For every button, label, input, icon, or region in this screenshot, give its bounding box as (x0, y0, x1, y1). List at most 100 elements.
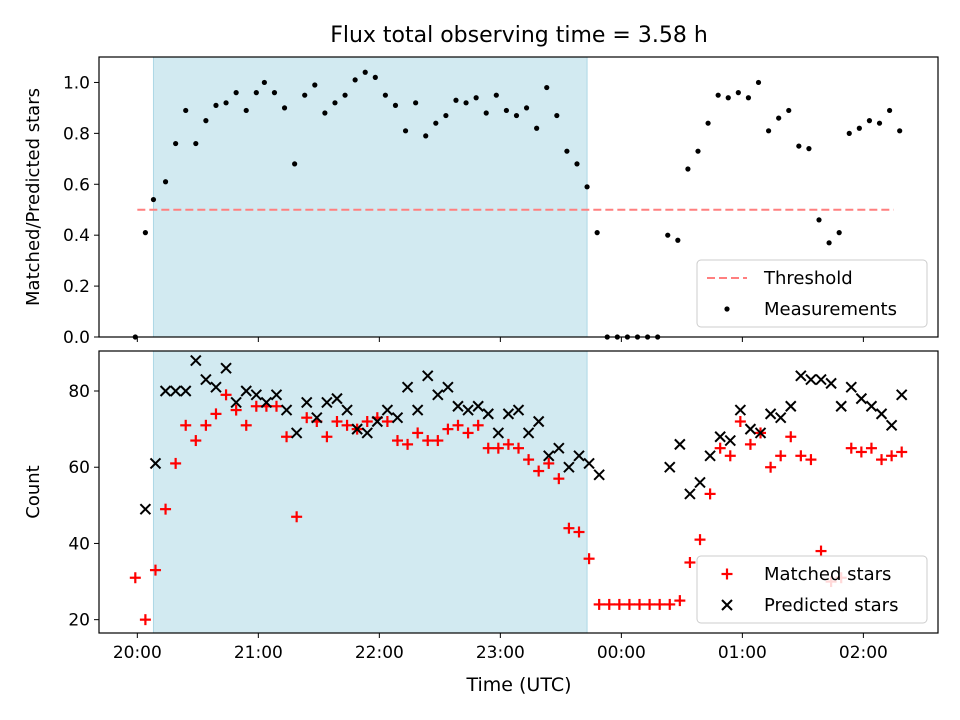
measurement-point (665, 232, 671, 238)
cross-b (573, 450, 585, 462)
predicted-star-point (875, 408, 888, 420)
predicted-star-point (865, 400, 878, 412)
matched-star-point (543, 457, 555, 469)
measurement-point (372, 74, 378, 80)
cross-b (361, 427, 373, 439)
predicted-star-point (159, 385, 172, 397)
cross-b (321, 396, 333, 409)
cross-b (482, 408, 494, 420)
cross-b (502, 408, 515, 420)
measurement-point (223, 100, 229, 106)
predicted-star-point (754, 427, 767, 439)
matched-star-point (139, 614, 151, 626)
measurement-point (253, 90, 259, 96)
predicted-star-point (684, 488, 696, 500)
predicted-star-point (442, 381, 454, 393)
cross-b (169, 385, 182, 397)
matched-star-point (855, 446, 867, 458)
predicted-star-point (331, 392, 343, 405)
cross-b (805, 373, 817, 386)
matched-star-point (432, 435, 444, 447)
matched-star-point (876, 454, 888, 466)
matched-star-point (341, 419, 353, 431)
matched-star-point (815, 545, 827, 557)
predicted-star-point (250, 389, 263, 401)
x-tick-label: 23:00 (476, 643, 525, 663)
cross-b (855, 392, 868, 405)
measurement-point (322, 110, 328, 116)
matched-star-point (331, 416, 343, 427)
cross-b (744, 423, 757, 435)
predicted-star-point (422, 370, 434, 382)
cross-b (472, 400, 484, 412)
cross-b (159, 385, 172, 397)
matched-star-point (170, 457, 182, 469)
cross-b (714, 431, 726, 443)
measurement-point (705, 120, 711, 126)
measurement-point (281, 105, 288, 111)
measurement-point (271, 90, 278, 96)
predicted-star-point (674, 438, 686, 451)
cross-b (492, 427, 505, 439)
measurement-point (584, 184, 590, 190)
matched-star-point (291, 511, 303, 523)
matched-star-point (573, 526, 585, 538)
cross-b (210, 381, 222, 393)
cross-b (583, 457, 595, 470)
predicted-star-point (543, 450, 555, 462)
predicted-star-point (785, 400, 797, 412)
predicted-star-point (462, 404, 474, 416)
cross-b (563, 461, 575, 473)
measurement-point (463, 100, 469, 106)
predicted-star-point (855, 392, 868, 405)
predicted-star-point (180, 385, 192, 397)
cross-b (230, 396, 242, 409)
measurement-point (765, 128, 772, 134)
measurement-point (203, 118, 209, 124)
matched-star-point (482, 442, 494, 454)
legend-box (696, 555, 928, 624)
matched-star-point (704, 488, 716, 500)
measurement-point (352, 77, 358, 83)
cross-b (664, 461, 676, 473)
measurement-point (534, 125, 540, 131)
predicted-star-point (401, 381, 414, 393)
y-tick-label: 20 (68, 611, 90, 631)
cross-b (270, 389, 283, 401)
predicted-star-point (825, 377, 837, 390)
predicted-star-point (240, 385, 252, 397)
matched-star-point (694, 534, 706, 546)
cross-b (764, 408, 777, 420)
count-axes-frame (98, 350, 939, 634)
cross-b (543, 450, 555, 462)
matched-star-point (361, 416, 373, 427)
legend-box (696, 259, 928, 328)
matched-star-point (593, 598, 605, 610)
matched-star-point (513, 442, 524, 454)
measurement-point (513, 112, 520, 119)
measurement-point (735, 90, 741, 96)
matched-star-point (533, 465, 545, 477)
measurement-point (725, 95, 731, 101)
measurement-point (826, 240, 832, 246)
predicted-star-point (815, 373, 827, 386)
legend-label: Threshold (763, 268, 853, 289)
matched-star-point (714, 442, 726, 454)
matched-star-point (230, 404, 242, 416)
cross-b (432, 389, 444, 401)
predicted-star-point (532, 415, 545, 428)
measurement-point (312, 82, 318, 88)
matched-star-point (644, 598, 656, 610)
predicted-star-point (885, 419, 898, 432)
predicted-star-point (311, 411, 323, 424)
cross-b (724, 434, 736, 447)
ratio-y-axis-label: Matched/Predicted stars (23, 88, 44, 306)
predicted-star-point (341, 404, 353, 416)
measurement-point (261, 79, 267, 86)
measurement-point (886, 107, 893, 114)
legend-label: Measurements (764, 299, 897, 320)
measurement-point (433, 120, 439, 126)
measurement-point (786, 107, 792, 114)
predicted-star-point (200, 373, 212, 386)
ratio-panel: 0.0 0.2 0.4 0.6 0.8 1.0 Matched/Predicted star… (23, 56, 939, 348)
